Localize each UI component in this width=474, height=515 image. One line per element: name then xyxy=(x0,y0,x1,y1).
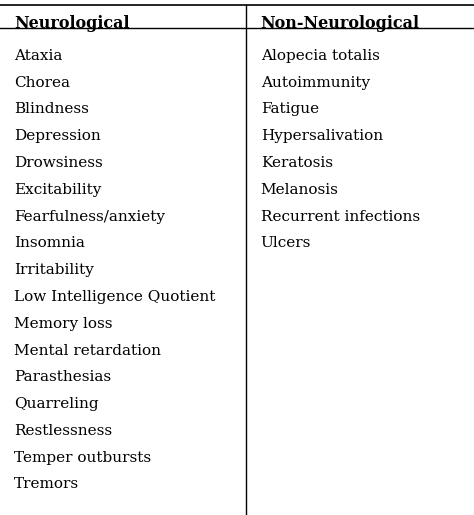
Text: Blindness: Blindness xyxy=(14,102,89,116)
Text: Hypersalivation: Hypersalivation xyxy=(261,129,383,143)
Text: Keratosis: Keratosis xyxy=(261,156,333,170)
Text: Fearfulness/anxiety: Fearfulness/anxiety xyxy=(14,210,165,224)
Text: Excitability: Excitability xyxy=(14,183,101,197)
Text: Drowsiness: Drowsiness xyxy=(14,156,103,170)
Text: Insomnia: Insomnia xyxy=(14,236,85,250)
Text: Quarreling: Quarreling xyxy=(14,397,99,411)
Text: Melanosis: Melanosis xyxy=(261,183,338,197)
Text: Parasthesias: Parasthesias xyxy=(14,370,111,384)
Text: Tremors: Tremors xyxy=(14,477,79,491)
Text: Alopecia totalis: Alopecia totalis xyxy=(261,49,380,63)
Text: Fatigue: Fatigue xyxy=(261,102,319,116)
Text: Ataxia: Ataxia xyxy=(14,49,63,63)
Text: Neurological: Neurological xyxy=(14,15,130,32)
Text: Non-Neurological: Non-Neurological xyxy=(261,15,419,32)
Text: Memory loss: Memory loss xyxy=(14,317,113,331)
Text: Chorea: Chorea xyxy=(14,76,70,90)
Text: Autoimmunity: Autoimmunity xyxy=(261,76,370,90)
Text: Recurrent infections: Recurrent infections xyxy=(261,210,420,224)
Text: Restlessness: Restlessness xyxy=(14,424,112,438)
Text: Low Intelligence Quotient: Low Intelligence Quotient xyxy=(14,290,216,304)
Text: Irritability: Irritability xyxy=(14,263,94,277)
Text: Mental retardation: Mental retardation xyxy=(14,344,161,357)
Text: Ulcers: Ulcers xyxy=(261,236,311,250)
Text: Depression: Depression xyxy=(14,129,101,143)
Text: Temper outbursts: Temper outbursts xyxy=(14,451,151,465)
